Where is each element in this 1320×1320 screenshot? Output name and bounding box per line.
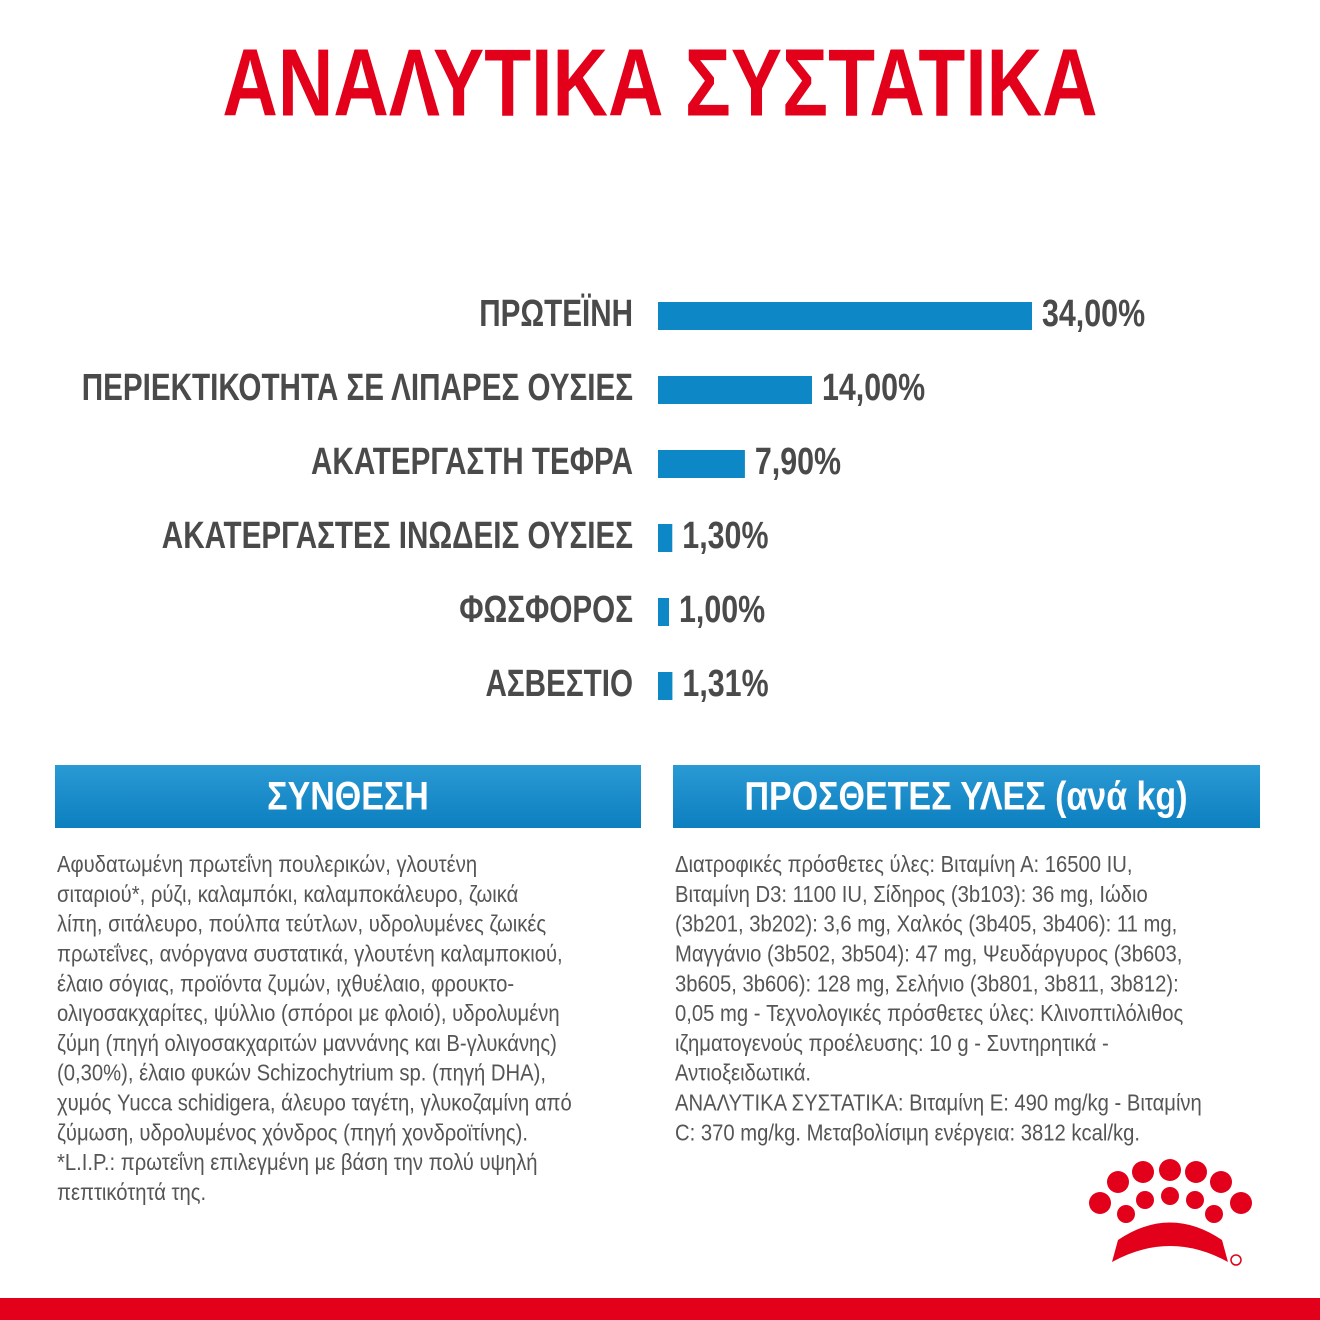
bar [658,672,673,700]
footer-bar [0,1298,1320,1320]
body-text-line: ιζηματογενούς προέλευσης: 10 g - Συντηρη… [675,1030,1109,1057]
body-text-line: ολιγοσακχαρίτες, ψύλλιο (σπόροι με φλοιό… [57,1000,560,1027]
value-label: 1,31% [682,663,768,705]
value-label: 1,00% [679,589,765,631]
body-text-line: Μαγγάνιο (3b502, 3b504): 47 mg, Ψευδάργυ… [675,940,1182,967]
bar-chart: ΠΡΩΤΕΪΝΗ 34,00% ΠΕΡΙΕΚΤΙΚΟΤΗΤΑ ΣΕ ΛΙΠΑΡΕΣ … [82,293,1145,705]
bar [658,450,745,478]
composition-text: Αφυδατωμένη πρωτεΐνη πουλερικών, γλουτέν… [57,851,572,1205]
body-text-line: ζύμη (πηγή ολιγοσακχαριτών μαννάνης και … [57,1030,557,1057]
chart-title: ΑΝΑΛΥΤΙΚΑ ΣΥΣΤΑΤΙΚΑ [222,29,1097,136]
logo [1089,1159,1252,1266]
body-text-line: (0,30%), έλαιο φυκών Schizochytrium sp. … [57,1059,546,1086]
body-text-line: Διατροφικές πρόσθετες ύλες: Βιταμίνη Α: … [675,851,1133,878]
body-text-line: ΑΝΑΛΥΤΙΚΑ ΣΥΣΤΑΤΙΚΑ: Βιταμίνη Ε: 490 mg/… [675,1089,1202,1116]
value-label: 34,00% [1042,293,1145,335]
section-title: ΣΥΝΘΕΣΗ [267,773,429,818]
bar [658,376,812,404]
body-text-line: πεπτικότητά της. [57,1179,206,1206]
value-label: 14,00% [822,367,925,409]
body-text-line: λίπη, σιτάλευρο, πούλπα τεύτλων, υδρολυμ… [57,910,546,937]
section-header-bg [673,765,1260,828]
bar [658,524,673,552]
body-text-line: χυμός Yucca schidigera, άλευρο ταγέτη, γ… [57,1089,572,1116]
body-text-line: *L.I.P.: πρωτεΐνη επιλεγμένη με βάση την… [57,1149,538,1176]
body-text-line: 3b605, 3b606): 128 mg, Σελήνιο (3b801, 3… [675,970,1179,997]
category-label: ΑΚΑΤΕΡΓΑΣΤΗ ΤΕΦΡΑ [311,441,633,483]
value-label: 1,30% [682,515,768,557]
body-text-line: (3b201, 3b202): 3,6 mg, Χαλκός (3b405, 3… [675,910,1177,937]
section-title: ΠΡΟΣΘΕΤΕΣ ΥΛΕΣ (ανά kg) [744,773,1187,818]
value-label: 7,90% [755,441,841,483]
body-text-line: C: 370 mg/kg. Μεταβολίσιμη ενέργεια: 381… [675,1119,1140,1146]
bar [658,302,1032,330]
body-text-line: ζύμωση, υδρολυμένος χόνδρος (πηγή χονδρο… [57,1119,528,1146]
body-text-line: έλαιο σόγιας, προϊόντα ζυμών, ιχθυέλαιο,… [57,970,514,997]
additives-text: Διατροφικές πρόσθετες ύλες: Βιταμίνη Α: … [675,851,1202,1146]
section-header-bg [55,765,641,828]
category-label: ΑΚΑΤΕΡΓΑΣΤΕΣ ΙΝΩΔΕΙΣ ΟΥΣΙΕΣ [162,515,633,557]
body-text-line: Βιταμίνη D3: 1100 IU, Σίδηρος (3b103): 3… [675,881,1148,908]
body-text-line: 0,05 mg - Τεχνολογικές πρόσθετες ύλες: Κ… [675,1000,1183,1027]
bar [658,598,669,626]
body-text-line: σιταριού*, ρύζι, καλαμπόκι, καλαμποκάλευ… [57,881,518,908]
body-text-line: Αφυδατωμένη πρωτεΐνη πουλερικών, γλουτέν… [57,851,477,878]
body-text-line: Αντιοξειδωτικά. [675,1059,811,1086]
category-label: ΠΡΩΤΕΪΝΗ [479,293,633,335]
category-label: ΠΕΡΙΕΚΤΙΚΟΤΗΤΑ ΣΕ ΛΙΠΑΡΕΣ ΟΥΣΙΕΣ [82,367,633,409]
category-label: ΑΣΒΕΣΤΙΟ [486,663,633,705]
body-text-line: πρωτεΐνες, ανόργανα συστατικά, γλουτένη … [57,940,563,967]
category-label: ΦΩΣΦΟΡΟΣ [459,589,633,631]
